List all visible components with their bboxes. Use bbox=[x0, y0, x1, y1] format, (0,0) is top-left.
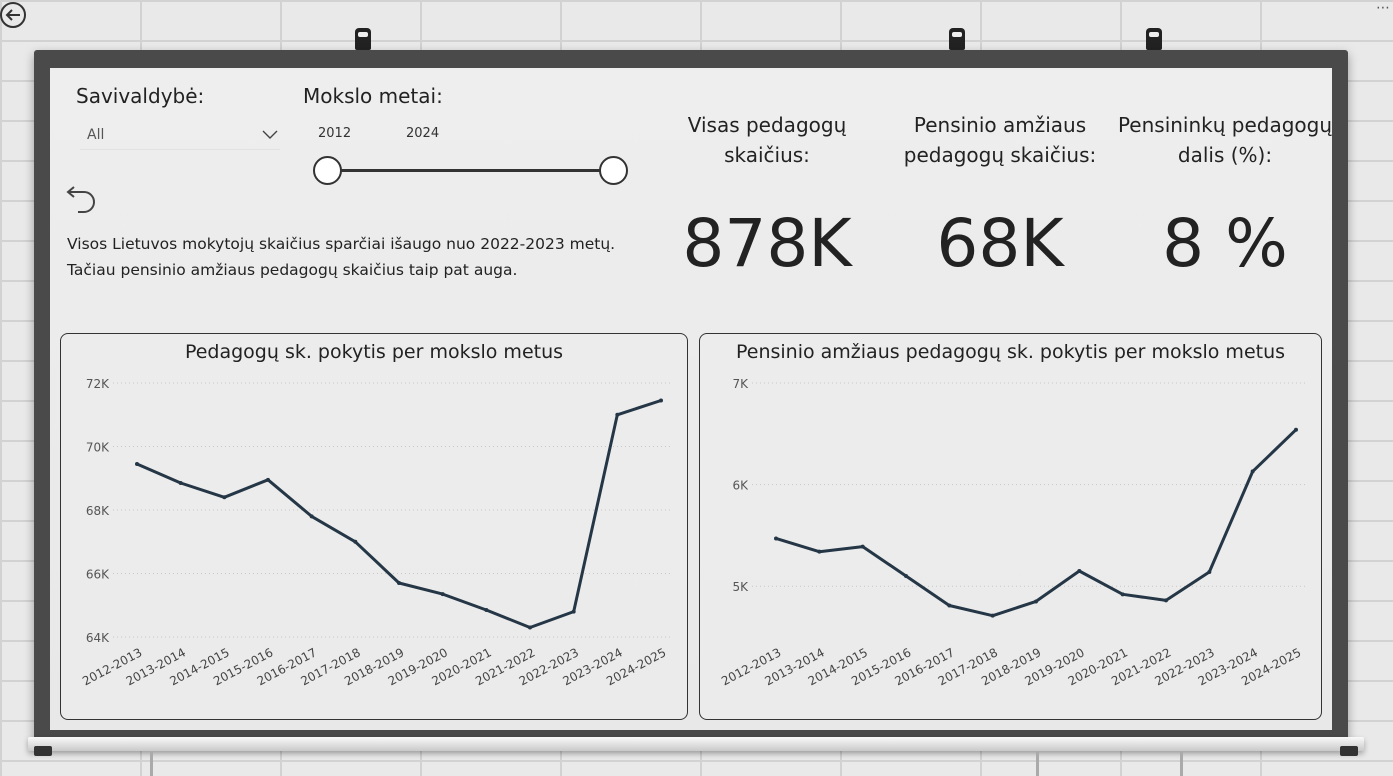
y-tick-label: 7K bbox=[732, 377, 749, 391]
board-leg bbox=[1036, 752, 1039, 776]
year-slider-start-handle[interactable] bbox=[313, 156, 342, 185]
year-range-slider-track[interactable] bbox=[328, 169, 614, 172]
board-pin-icon bbox=[355, 28, 371, 50]
tray-knob bbox=[1340, 746, 1358, 756]
data-point[interactable] bbox=[528, 625, 532, 630]
data-point[interactable] bbox=[484, 608, 489, 613]
data-point[interactable] bbox=[397, 581, 401, 586]
data-point[interactable] bbox=[135, 461, 139, 466]
insight-line-2: Tačiau pensinio amžiaus pedagogų skaičiu… bbox=[67, 261, 518, 279]
data-point[interactable] bbox=[178, 481, 183, 486]
reset-undo-icon[interactable] bbox=[64, 178, 100, 214]
data-point[interactable] bbox=[1207, 569, 1212, 574]
teachers-line-chart: 64K66K68K70K72K2012-20132013-20142014-20… bbox=[80, 377, 673, 688]
data-point[interactable] bbox=[1250, 469, 1255, 474]
data-point[interactable] bbox=[860, 544, 865, 549]
retired-teachers-line-chart: 5K6K7K2012-20132013-20142014-20152015-20… bbox=[719, 377, 1307, 688]
data-point[interactable] bbox=[266, 477, 270, 482]
chevron-down-icon bbox=[262, 130, 278, 139]
y-tick-label: 66K bbox=[86, 568, 110, 582]
back-arrow-icon[interactable] bbox=[0, 0, 28, 30]
kpi-retired-title-line2: pedagogų skaičius: bbox=[903, 143, 1097, 167]
y-tick-label: 5K bbox=[732, 580, 749, 594]
data-point[interactable] bbox=[1164, 598, 1168, 603]
data-point[interactable] bbox=[774, 536, 778, 541]
data-point[interactable] bbox=[904, 574, 908, 579]
data-point[interactable] bbox=[817, 549, 822, 554]
data-point[interactable] bbox=[1120, 592, 1125, 597]
data-point[interactable] bbox=[659, 398, 663, 403]
municipality-dropdown[interactable]: All bbox=[80, 122, 280, 150]
year-slider-end-handle[interactable] bbox=[599, 156, 628, 185]
insight-note: Visos Lietuvos mokytojų skaičius sparčia… bbox=[67, 231, 667, 283]
y-tick-label: 6K bbox=[732, 479, 749, 493]
kpi-total-title-line2: skaičius: bbox=[724, 143, 810, 167]
board-leg bbox=[150, 752, 153, 776]
data-point[interactable] bbox=[222, 495, 227, 500]
retired-teachers-chart-card: Pensinio amžiaus pedagogų sk. pokytis pe… bbox=[699, 333, 1322, 720]
series-line bbox=[774, 428, 1298, 618]
data-point[interactable] bbox=[353, 539, 358, 544]
municipality-label: Savivaldybė: bbox=[76, 84, 205, 108]
kpi-retired-value: 68K bbox=[936, 205, 1064, 282]
y-tick-label: 64K bbox=[86, 631, 110, 645]
teachers-chart-title: Pedagogų sk. pokytis per mokslo metus bbox=[184, 341, 564, 363]
y-tick-label: 68K bbox=[86, 504, 110, 518]
teachers-chart-card: Pedagogų sk. pokytis per mokslo metus 64… bbox=[60, 333, 688, 720]
series-line bbox=[135, 399, 663, 629]
whiteboard-tray bbox=[28, 737, 1364, 751]
municipality-selected-value: All bbox=[87, 127, 105, 143]
more-options-icon[interactable]: ⋯ bbox=[1376, 0, 1391, 16]
kpi-share-value: 8 % bbox=[1162, 205, 1288, 282]
board-leg bbox=[1180, 752, 1183, 776]
data-point[interactable] bbox=[990, 613, 995, 618]
retired-teachers-chart-title: Pensinio amžiaus pedagogų sk. pokytis pe… bbox=[735, 341, 1286, 363]
years-label: Mokslo metai: bbox=[303, 84, 443, 108]
insight-line-1: Visos Lietuvos mokytojų skaičius sparčia… bbox=[67, 235, 616, 253]
kpi-share-title-line1: Pensininkų pedagogų bbox=[1117, 113, 1333, 137]
year-from-input[interactable]: 2012 bbox=[318, 126, 352, 141]
data-point[interactable] bbox=[440, 592, 445, 597]
year-to-input[interactable]: 2024 bbox=[406, 126, 440, 141]
y-tick-label: 72K bbox=[86, 377, 110, 391]
data-point[interactable] bbox=[1294, 427, 1298, 432]
kpi-retired-title: Pensinio amžiaus pedagogų skaičius: bbox=[895, 110, 1105, 170]
tray-knob bbox=[34, 746, 52, 756]
y-tick-label: 70K bbox=[86, 441, 110, 455]
kpi-retired-title-line1: Pensinio amžiaus bbox=[913, 113, 1087, 137]
data-point[interactable] bbox=[947, 603, 952, 608]
board-pin-icon bbox=[949, 28, 965, 50]
kpi-share-title-line2: dalis (%): bbox=[1177, 143, 1273, 167]
data-point[interactable] bbox=[1034, 599, 1038, 604]
data-point[interactable] bbox=[1077, 568, 1082, 573]
kpi-total-title: Visas pedagogų skaičius: bbox=[667, 110, 867, 170]
data-point[interactable] bbox=[571, 609, 576, 614]
data-point[interactable] bbox=[615, 412, 620, 417]
kpi-share-title: Pensininkų pedagogų dalis (%): bbox=[1115, 110, 1335, 170]
data-point[interactable] bbox=[309, 514, 314, 519]
kpi-total-title-line1: Visas pedagogų bbox=[687, 113, 847, 137]
kpi-total-value: 878K bbox=[682, 205, 852, 282]
board-pin-icon bbox=[1146, 28, 1162, 50]
